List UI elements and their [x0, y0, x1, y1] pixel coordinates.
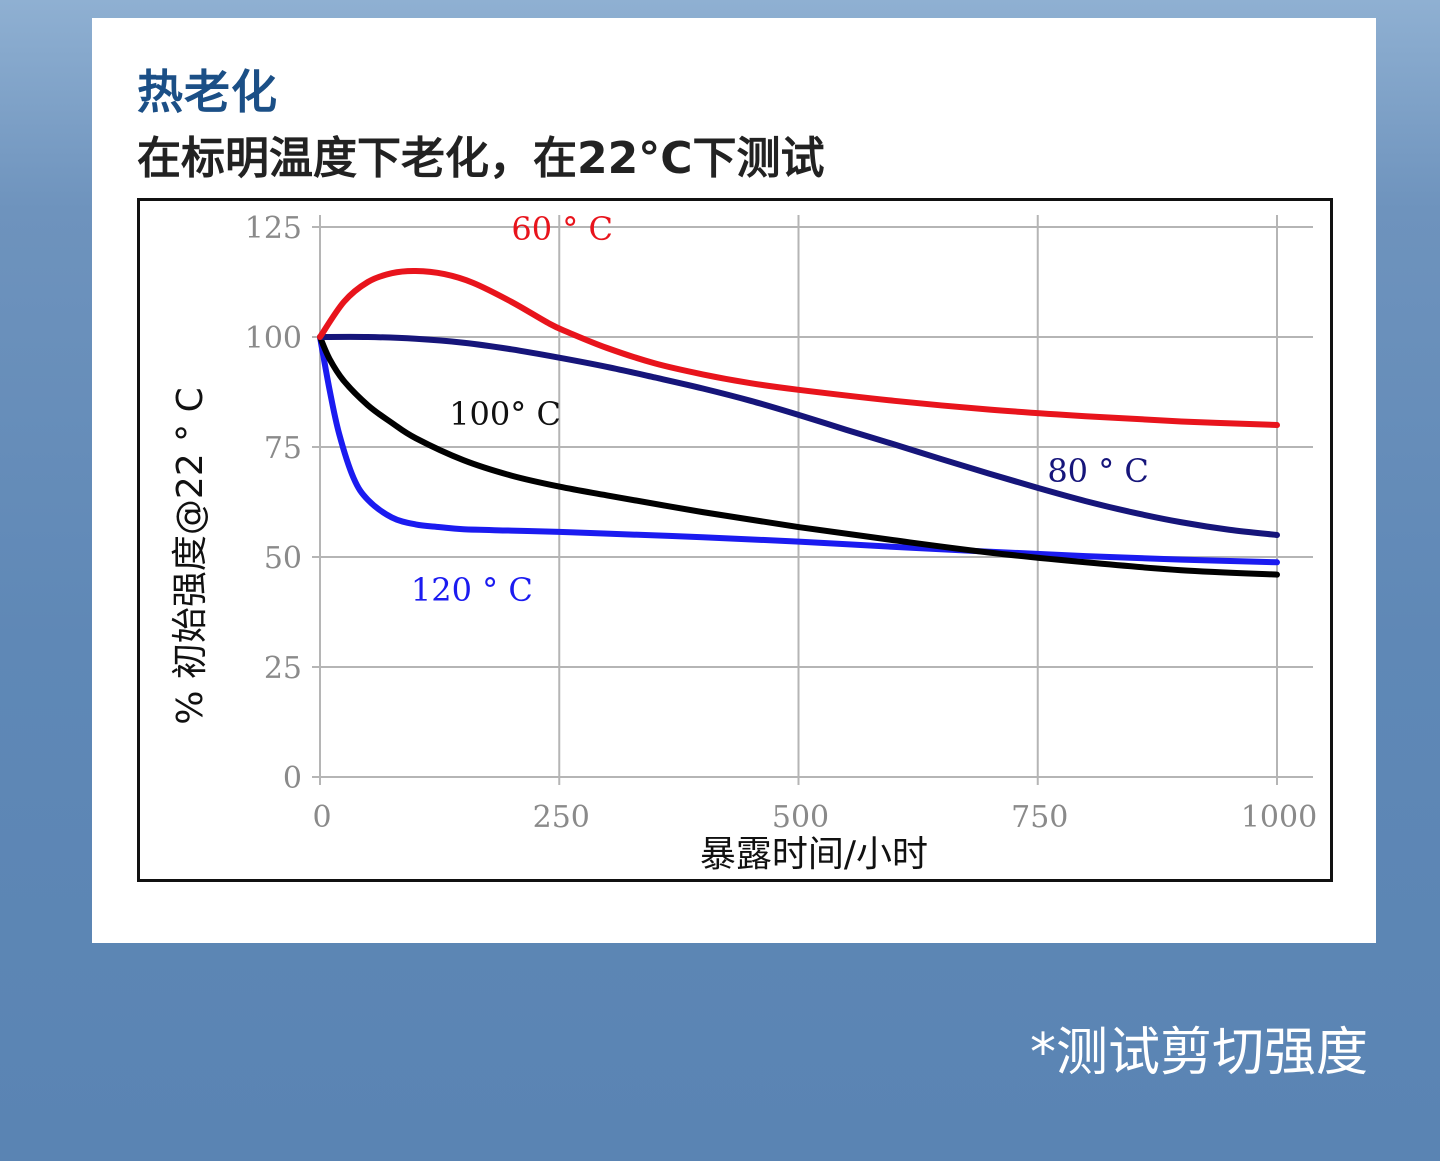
y-tick-label: 100	[245, 321, 302, 356]
y-tick-label: 50	[264, 541, 302, 576]
x-tick-label: 1000	[1241, 800, 1317, 835]
page-title: 热老化	[137, 65, 278, 119]
series-line-80c	[317, 333, 1280, 538]
x-axis-label: 暴露时间/小时	[700, 834, 928, 875]
y-tick-label: 25	[264, 651, 302, 686]
y-axis-label: % 初始强度@22 ° C	[170, 387, 211, 724]
footnote: *测试剪切强度	[1029, 1023, 1368, 1083]
y-tick-label: 75	[264, 431, 302, 466]
curve-label: 100° C	[449, 395, 561, 433]
y-tick-label: 0	[283, 761, 302, 796]
curve-labels: 60 ° C 100° C 80 ° C 120 ° C	[411, 210, 1149, 609]
x-tick-label: 0	[312, 800, 331, 835]
x-tick-label: 250	[533, 800, 590, 835]
chart-card: 热老化 在标明温度下老化，在22°C下测试 0 25 50 75 100 125 0 250 5…	[92, 18, 1376, 943]
page-subtitle: 在标明温度下老化，在22°C下测试	[137, 133, 825, 184]
curve-label: 120 ° C	[411, 571, 533, 609]
grid-lines	[312, 215, 1313, 785]
series-line-100c	[317, 334, 1280, 578]
curve-label: 60 ° C	[511, 210, 613, 248]
y-tick-label: 125	[245, 211, 302, 246]
axis-ticks: 0 25 50 75 100 125 0 250 500 750 1000	[245, 211, 1317, 835]
chart-frame: 0 25 50 75 100 125 0 250 500 750 1000 60 ° C 100° C…	[137, 198, 1333, 882]
series-lines	[317, 267, 1280, 578]
series-line-60c	[317, 267, 1280, 428]
curve-label: 80 ° C	[1047, 452, 1149, 490]
x-tick-label: 500	[772, 800, 829, 835]
aging-line-chart: 0 25 50 75 100 125 0 250 500 750 1000 60 ° C 100° C…	[170, 210, 1317, 875]
x-tick-label: 750	[1011, 800, 1068, 835]
